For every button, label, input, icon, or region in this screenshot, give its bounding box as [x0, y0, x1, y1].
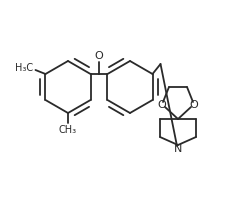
Text: O: O: [190, 100, 198, 110]
Text: CH₃: CH₃: [59, 125, 77, 135]
Text: O: O: [158, 100, 166, 110]
Text: H₃C: H₃C: [15, 63, 34, 73]
Text: O: O: [95, 51, 103, 61]
Text: N: N: [174, 144, 182, 154]
